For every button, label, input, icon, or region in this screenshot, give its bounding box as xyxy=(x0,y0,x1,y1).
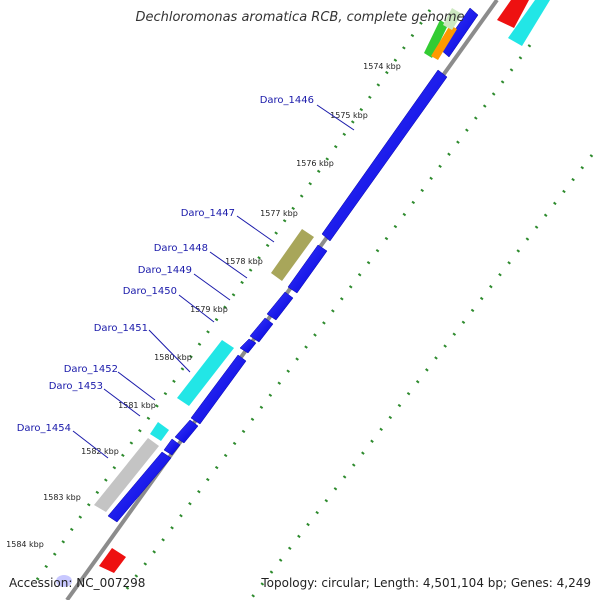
gene-leader-lines xyxy=(72,104,355,459)
tick-row-far xyxy=(248,154,594,600)
olive-feature-daro-1447[interactable] xyxy=(271,229,314,281)
scale-tick-label: 1581 kbp xyxy=(118,401,156,410)
gene-label-daro-1449[interactable]: Daro_1449 xyxy=(138,265,192,276)
scale-tick-label: 1577 kbp xyxy=(260,209,298,218)
cyan-feature-daro-1454[interactable] xyxy=(150,422,169,441)
accession-number[interactable]: NC_007298 xyxy=(76,576,146,590)
gene-label-daro-1454[interactable]: Daro_1454 xyxy=(17,423,71,434)
cyan-feature-daro-1451[interactable] xyxy=(177,340,234,406)
pale-green-feature-top[interactable] xyxy=(443,8,462,30)
gene-arrow-daro-1454[interactable] xyxy=(163,438,181,456)
leader-line-daro-1454 xyxy=(72,430,109,459)
gene-label-daro-1452[interactable]: Daro_1452 xyxy=(64,364,118,375)
gene-label-daro-1453[interactable]: Daro_1453 xyxy=(49,381,103,392)
red-feature-bottom[interactable] xyxy=(99,548,126,573)
gene-label-daro-1448[interactable]: Daro_1448 xyxy=(154,243,208,254)
scale-tick-label: 1575 kbp xyxy=(330,111,368,120)
scale-tick-label: 1579 kbp xyxy=(190,305,228,314)
scale-tick-label: 1578 kbp xyxy=(225,257,263,266)
leader-line-daro-1451 xyxy=(148,329,191,373)
gene-arrow-daro-1451[interactable] xyxy=(239,338,257,354)
scale-labels: 1574 kbp 1575 kbp 1576 kbp 1577 kbp 1578… xyxy=(6,62,401,549)
scale-tick-label: 1576 kbp xyxy=(296,159,334,168)
genome-summary: Topology: circular; Length: 4,501,104 bp… xyxy=(261,576,591,590)
leader-line-daro-1449 xyxy=(193,273,231,301)
gene-arrow-daro-1453[interactable] xyxy=(174,419,199,444)
orange-feature-top[interactable] xyxy=(431,25,457,60)
gene-arrow-daro-1450[interactable] xyxy=(249,317,274,343)
leader-line-daro-1450 xyxy=(178,294,215,323)
leader-line-daro-1448 xyxy=(209,251,248,279)
leader-line-daro-1447 xyxy=(236,215,275,243)
highlight-marker xyxy=(56,575,72,587)
scale-tick-label: 1583 kbp xyxy=(43,493,81,502)
gene-label-daro-1446[interactable]: Daro_1446 xyxy=(260,95,314,106)
gene-arrow-bottom[interactable] xyxy=(107,451,172,523)
accession-label: Accession: xyxy=(9,576,77,590)
gray-feature[interactable] xyxy=(94,438,159,512)
genome-title: Dechloromonas aromatica RCB, complete ge… xyxy=(135,10,465,25)
gene-arrow-daro-1452[interactable] xyxy=(190,354,247,425)
scale-tick-label: 1584 kbp xyxy=(6,540,44,549)
gene-arrow-daro-1448[interactable] xyxy=(287,244,328,294)
leader-line-daro-1453 xyxy=(103,388,141,417)
gene-label-daro-1450[interactable]: Daro_1450 xyxy=(123,286,177,297)
gene-label-daro-1451[interactable]: Daro_1451 xyxy=(94,323,148,334)
accession-text: Accession: NC_007298 xyxy=(9,576,145,590)
scale-tick-label: 1580 kbp xyxy=(154,353,192,362)
gene-labels: Daro_1446 Daro_1447 Daro_1448 Daro_1449 … xyxy=(17,95,314,434)
gene-arrow-daro-1446[interactable] xyxy=(321,69,448,242)
gene-arrow-daro-1449[interactable] xyxy=(266,291,294,321)
red-feature-top-right[interactable] xyxy=(497,0,529,28)
leader-line-daro-1452 xyxy=(117,371,156,401)
scale-tick-label: 1574 kbp xyxy=(363,62,401,71)
tick-row-inner xyxy=(118,44,532,599)
gene-label-daro-1447[interactable]: Daro_1447 xyxy=(181,208,235,219)
cyan-feature-top-right[interactable] xyxy=(508,0,550,46)
green-feature-top[interactable] xyxy=(424,20,448,58)
leader-line-daro-1446 xyxy=(316,104,355,131)
forward-strand-features xyxy=(107,7,479,523)
